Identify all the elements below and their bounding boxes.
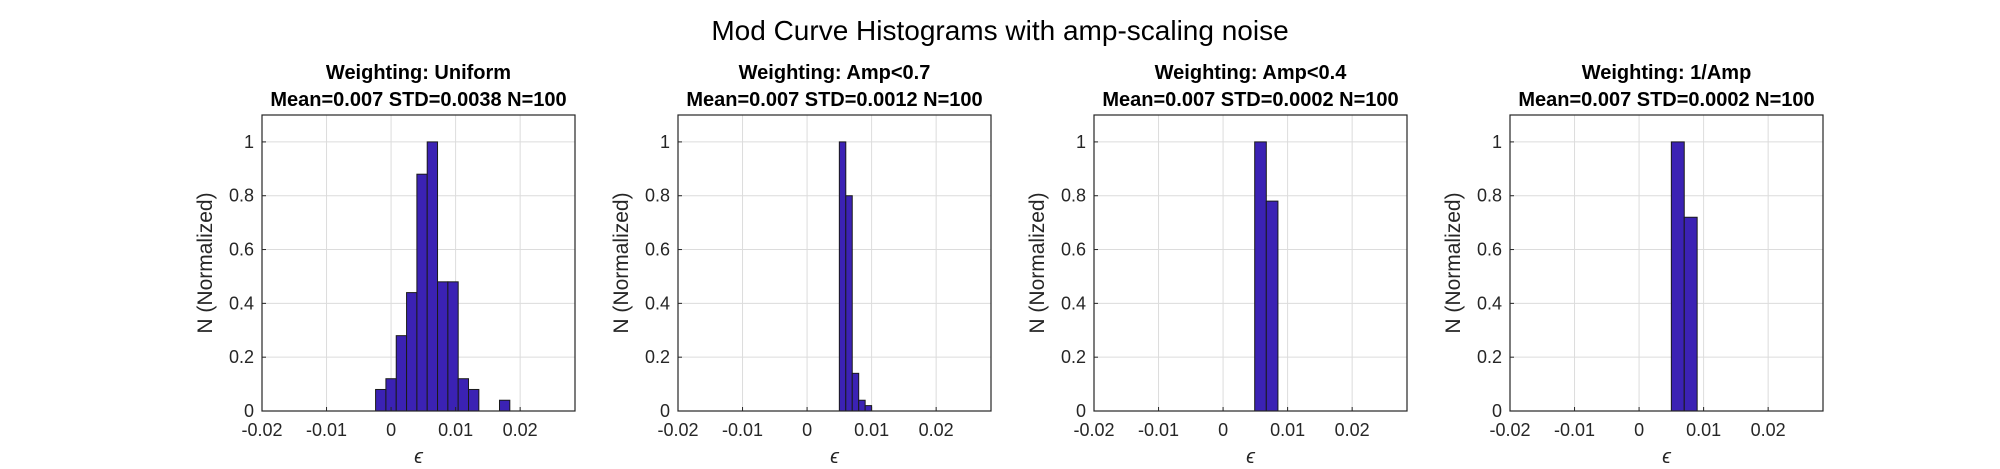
x-tick-label: 0.01 bbox=[1686, 420, 1721, 440]
histogram-panel: Weighting: 1/Amp Mean=0.007 STD=0.0002 N=… bbox=[1442, 62, 1824, 468]
x-tick-label: 0.01 bbox=[1270, 420, 1305, 440]
x-tick-label: 0.01 bbox=[438, 420, 473, 440]
x-tick-label: 0 bbox=[1218, 420, 1228, 440]
x-tick-label: -0.02 bbox=[241, 420, 282, 440]
axes-box bbox=[1093, 114, 1408, 412]
axes-box bbox=[677, 114, 992, 412]
y-tick-label: 0.8 bbox=[1477, 186, 1502, 206]
x-tick-label: 0.02 bbox=[503, 420, 538, 440]
histogram-bar bbox=[498, 399, 511, 412]
histogram-bar bbox=[1683, 216, 1698, 412]
x-tick-label: -0.01 bbox=[306, 420, 347, 440]
y-tick-label: 0.2 bbox=[645, 347, 670, 367]
histogram-bar bbox=[416, 173, 428, 412]
y-tick-label: 0.2 bbox=[1477, 347, 1502, 367]
x-tick-label: -0.01 bbox=[1138, 420, 1179, 440]
figure-title: Mod Curve Histograms with amp-scaling no… bbox=[711, 15, 1288, 46]
y-tick-label: 1 bbox=[1076, 132, 1086, 152]
histogram-bar bbox=[838, 141, 847, 412]
y-tick-label: 0 bbox=[1492, 401, 1502, 421]
y-tick-label: 0.6 bbox=[645, 240, 670, 260]
histogram-bar bbox=[858, 399, 866, 412]
histogram-bar bbox=[468, 388, 480, 412]
y-tick-label: 1 bbox=[1492, 132, 1502, 152]
histogram-bar bbox=[1670, 141, 1685, 412]
y-tick-label: 0.8 bbox=[1061, 186, 1086, 206]
x-tick-label: 0.02 bbox=[1335, 420, 1370, 440]
y-tick-label: 0.2 bbox=[229, 347, 254, 367]
panel-title: Weighting: Amp<0.7 bbox=[739, 62, 931, 84]
histogram-bar bbox=[845, 195, 853, 412]
histogram-bar bbox=[385, 378, 397, 412]
y-tick-label: 1 bbox=[660, 132, 670, 152]
x-tick-label: -0.01 bbox=[1554, 420, 1595, 440]
x-tick-label: -0.02 bbox=[657, 420, 698, 440]
x-tick-label: -0.01 bbox=[722, 420, 763, 440]
y-tick-label: 0.6 bbox=[1477, 240, 1502, 260]
y-tick-label: 0 bbox=[244, 401, 254, 421]
x-tick-label: 0 bbox=[802, 420, 812, 440]
histogram-panels: Weighting: Uniform Mean=0.007 STD=0.0038 … bbox=[194, 62, 1824, 468]
histogram-bar bbox=[406, 292, 418, 412]
x-tick-label: -0.02 bbox=[1489, 420, 1530, 440]
panel-title: Weighting: Uniform bbox=[326, 62, 511, 84]
panel-title: Weighting: 1/Amp bbox=[1582, 62, 1752, 84]
x-tick-label: 0 bbox=[386, 420, 396, 440]
y-tick-label: 0.6 bbox=[229, 240, 254, 260]
panel-subtitle: Mean=0.007 STD=0.0002 N=100 bbox=[1518, 89, 1814, 111]
y-axis-label: N (Normalized) bbox=[1026, 192, 1049, 333]
histogram-bar bbox=[395, 335, 408, 412]
histogram-bar bbox=[426, 141, 439, 412]
histogram-panel: Weighting: Amp<0.4 Mean=0.007 STD=0.0002 … bbox=[1026, 62, 1408, 468]
histogram-bar bbox=[375, 388, 387, 412]
y-tick-label: 0 bbox=[660, 401, 670, 421]
panel-subtitle: Mean=0.007 STD=0.0038 N=100 bbox=[270, 89, 566, 111]
histogram-panel: Weighting: Amp<0.7 Mean=0.007 STD=0.0012 … bbox=[610, 62, 992, 468]
y-axis-label: N (Normalized) bbox=[194, 192, 217, 333]
y-tick-label: 0.4 bbox=[1061, 293, 1086, 313]
y-tick-label: 1 bbox=[244, 132, 254, 152]
y-tick-label: 0.2 bbox=[1061, 347, 1086, 367]
axes-box bbox=[261, 114, 576, 412]
histogram-bar bbox=[457, 378, 470, 412]
y-axis-label: N (Normalized) bbox=[1442, 192, 1465, 333]
x-axis-label: ϵ bbox=[414, 446, 424, 468]
y-axis-label: N (Normalized) bbox=[610, 192, 633, 333]
histogram-bar bbox=[1254, 141, 1267, 412]
y-tick-label: 0.4 bbox=[1477, 293, 1502, 313]
histogram-bar bbox=[864, 405, 873, 412]
x-tick-label: 0.01 bbox=[854, 420, 889, 440]
histogram-bar bbox=[447, 281, 459, 412]
x-tick-label: 0 bbox=[1634, 420, 1644, 440]
axes-box bbox=[1509, 114, 1824, 412]
x-axis-label: ϵ bbox=[1662, 446, 1672, 468]
y-tick-label: 0.6 bbox=[1061, 240, 1086, 260]
x-tick-label: 0.02 bbox=[1751, 420, 1786, 440]
panel-subtitle: Mean=0.007 STD=0.0002 N=100 bbox=[1102, 89, 1398, 111]
histogram-bar bbox=[1265, 200, 1279, 412]
y-tick-label: 0.8 bbox=[229, 186, 254, 206]
y-tick-label: 0.8 bbox=[645, 186, 670, 206]
x-tick-label: -0.02 bbox=[1073, 420, 1114, 440]
y-tick-label: 0.4 bbox=[645, 293, 670, 313]
x-axis-label: ϵ bbox=[1246, 446, 1256, 468]
y-tick-label: 0 bbox=[1076, 401, 1086, 421]
histogram-panel: Weighting: Uniform Mean=0.007 STD=0.0038 … bbox=[194, 62, 576, 468]
histogram-bar bbox=[851, 372, 860, 412]
x-tick-label: 0.02 bbox=[919, 420, 954, 440]
panel-subtitle: Mean=0.007 STD=0.0012 N=100 bbox=[686, 89, 982, 111]
x-axis-label: ϵ bbox=[830, 446, 840, 468]
panel-title: Weighting: Amp<0.4 bbox=[1155, 62, 1348, 84]
histogram-bar bbox=[437, 281, 449, 412]
y-tick-label: 0.4 bbox=[229, 293, 254, 313]
